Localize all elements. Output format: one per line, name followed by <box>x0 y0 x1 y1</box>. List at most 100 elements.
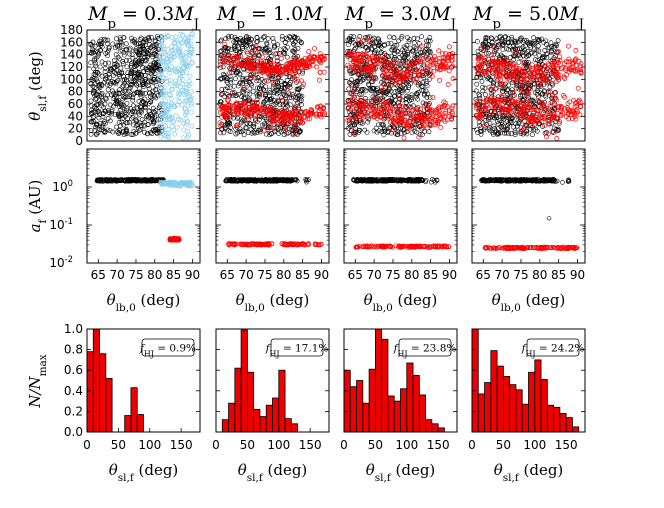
scatter-point-red <box>224 113 229 119</box>
scatter-point-red <box>269 115 275 121</box>
scatter-point-black <box>239 178 245 184</box>
scatter-point-red <box>428 68 434 74</box>
scatter-point-red <box>345 117 351 123</box>
scatter-point-black <box>286 95 292 101</box>
scatter-point-black <box>223 48 228 54</box>
scatter-point-red <box>396 76 402 82</box>
scatter-point-black <box>137 58 143 64</box>
histogram-bar <box>418 394 427 433</box>
scatter-point-red <box>448 54 454 60</box>
scatter-point-black <box>297 129 303 135</box>
scatter-point-blue <box>163 107 169 113</box>
scatter-point-red <box>314 56 320 62</box>
scatter-point-black <box>384 82 390 88</box>
scatter-point-black <box>281 82 287 87</box>
scatter-point-red <box>257 241 263 247</box>
panel-af-scatter: 65 70 75 80 85 90 <box>343 148 458 282</box>
scatter-point-black <box>279 36 285 42</box>
panel-theta-scatter <box>471 29 586 142</box>
scatter-point-blue <box>184 119 190 125</box>
x-tick-label: 50 <box>368 438 383 452</box>
scatter-point-red <box>354 102 360 108</box>
scatter-point-black <box>416 41 422 47</box>
scatter-point-blue <box>165 131 171 137</box>
scatter-point-black <box>227 122 232 128</box>
scatter-point-black <box>267 96 273 102</box>
scatter-point-red <box>446 44 452 50</box>
scatter-point-red <box>373 107 379 113</box>
histogram-bar <box>234 367 242 433</box>
scatter-point-black <box>137 74 143 80</box>
scatter-point-red <box>376 96 381 102</box>
scatter-point-black <box>379 128 385 134</box>
scatter-point-blue <box>182 111 188 117</box>
scatter-point-black <box>386 82 392 87</box>
scatter-point-black <box>422 47 428 53</box>
scatter-point-red <box>363 36 369 42</box>
scatter-point-black <box>299 102 304 107</box>
scatter-point-blue <box>157 123 163 129</box>
y-tick-label: 10-1 <box>49 216 73 232</box>
scatter-point-blue <box>168 96 174 101</box>
scatter-point-red <box>385 62 391 68</box>
scatter-point-black <box>374 178 379 183</box>
scatter-point-black <box>111 96 117 101</box>
scatter-point-black <box>101 110 107 116</box>
scatter-point-black <box>106 177 112 183</box>
scatter-point-black <box>284 177 290 182</box>
scatter-point-blue <box>167 181 173 186</box>
scatter-point-black <box>88 131 94 137</box>
scatter-point-black <box>150 54 156 60</box>
scatter-point-blue <box>167 70 173 76</box>
scatter-point-black <box>102 130 108 135</box>
scatter-point-black <box>103 96 109 102</box>
scatter-point-black <box>90 47 95 53</box>
scatter-point-blue <box>188 95 194 101</box>
scatter-point-blue <box>163 75 169 81</box>
scatter-point-blue <box>188 109 194 115</box>
scatter-point-black <box>122 80 128 86</box>
scatter-point-black <box>287 80 293 85</box>
y-tick-label: 100 <box>52 178 73 194</box>
scatter-point-black <box>238 119 244 125</box>
scatter-point-blue <box>187 73 193 79</box>
scatter-point-red <box>363 98 369 104</box>
scatter-point-black <box>91 119 96 124</box>
scatter-point-red <box>352 130 358 136</box>
scatter-point-black <box>353 178 359 184</box>
scatter-point-red <box>366 38 372 44</box>
scatter-point-black <box>251 124 257 129</box>
scatter-point-red <box>358 65 364 71</box>
scatter-point-black <box>407 37 413 43</box>
scatter-point-blue <box>171 118 177 124</box>
scatter-point-red <box>245 116 251 122</box>
scatter-point-red <box>369 100 375 106</box>
scatter-point-black <box>391 57 397 63</box>
scatter-point-black <box>132 90 138 96</box>
scatter-point-black <box>392 130 398 136</box>
histogram-bar <box>425 419 433 433</box>
scatter-point-red <box>301 114 307 120</box>
scatter-point-red <box>430 94 436 100</box>
scatter-point-red <box>423 68 429 74</box>
scatter-point-red <box>301 241 307 247</box>
scatter-point-black <box>140 98 146 104</box>
scatter-point-black <box>130 97 136 103</box>
scatter-point-red <box>284 64 290 70</box>
scatter-point-blue <box>159 101 165 107</box>
scatter-point-black <box>260 122 265 128</box>
scatter-point-black <box>116 90 122 96</box>
scatter-point-black <box>145 79 151 85</box>
scatter-point-black <box>123 178 128 184</box>
scatter-point-red <box>450 76 456 82</box>
scatter-point-black <box>427 35 433 40</box>
scatter-point-black <box>145 122 151 127</box>
scatter-point-black <box>228 47 234 52</box>
scatter-point-red <box>225 103 231 109</box>
scatter-point-black <box>419 87 424 93</box>
scatter-point-red <box>254 119 260 125</box>
scatter-point-red <box>306 241 311 246</box>
x-axis-label: θsl,f (deg) <box>238 461 308 484</box>
scatter-point-black <box>235 37 241 43</box>
scatter-point-black <box>117 114 122 120</box>
